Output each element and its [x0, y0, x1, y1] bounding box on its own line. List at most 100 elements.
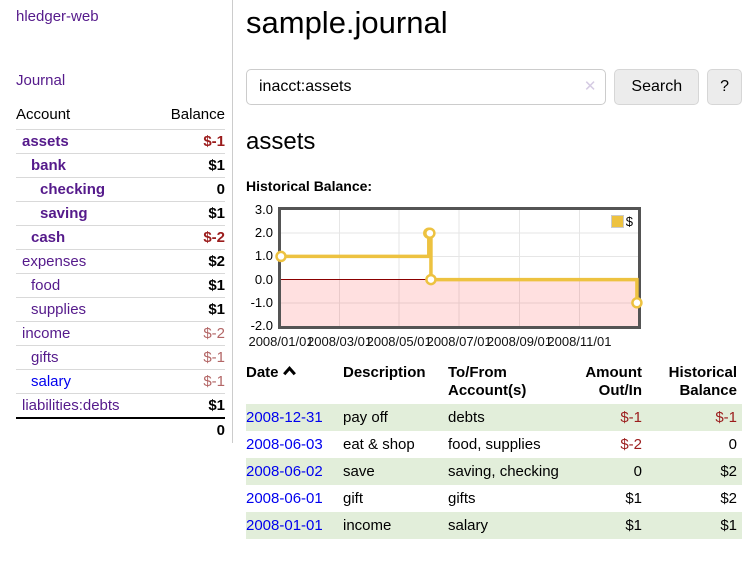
y-axis-tick-label: 2.0 — [254, 225, 273, 241]
account-balance: $-2 — [153, 225, 225, 250]
transaction-accounts: gifts — [448, 490, 476, 507]
account-balance: $-1 — [153, 129, 225, 154]
account-balance: $1 — [153, 201, 225, 226]
account-link-gifts[interactable]: gifts — [31, 349, 59, 366]
account-row: cash $-2 — [16, 225, 225, 250]
transaction-description: save — [343, 463, 375, 480]
legend-label: $ — [625, 214, 633, 229]
account-link-cash[interactable]: cash — [31, 229, 66, 246]
account-balance: $-1 — [153, 369, 225, 394]
sort-ascending-icon — [282, 366, 296, 376]
page-title: sample.journal — [246, 5, 448, 40]
account-row: checking 0 — [16, 177, 225, 202]
accounts-total-row: 0 — [16, 417, 225, 442]
x-axis-tick-label: 2008/01/01 — [248, 334, 314, 349]
account-balance: 0 — [153, 177, 225, 202]
chart-series-svg — [275, 210, 643, 326]
register-header-accounts[interactable]: To/From Account(s) — [448, 364, 527, 399]
register-row: 2008-06-02 save saving, checking 0 $2 — [246, 458, 742, 485]
y-axis-tick-label: 1.0 — [254, 248, 273, 264]
account-row: expenses $2 — [16, 249, 225, 274]
accounts-total-balance: 0 — [153, 417, 225, 442]
sidebar-item-journal[interactable]: Journal — [16, 72, 66, 89]
y-axis-tick-label: -2.0 — [250, 318, 273, 333]
account-balance: $2 — [153, 249, 225, 274]
y-axis-tick-label: -1.0 — [250, 294, 273, 310]
main-content: sample.journal ✕ Search ? assets Histori… — [246, 0, 742, 539]
transaction-accounts: debts — [448, 409, 485, 426]
account-row: food $1 — [16, 273, 225, 298]
transaction-balance: $1 — [720, 517, 737, 534]
transaction-balance: $-1 — [715, 409, 737, 426]
transaction-date-link[interactable]: 2008-01-01 — [246, 517, 323, 534]
transaction-accounts: saving, checking — [448, 463, 559, 480]
transaction-amount: $-2 — [620, 436, 642, 453]
account-balance: $1 — [153, 393, 225, 418]
accounts-column-header: Account — [16, 106, 71, 123]
transaction-description: eat & shop — [343, 436, 415, 453]
x-axis-tick-label: 2008/03/01 — [307, 334, 373, 349]
account-balance: $1 — [153, 273, 225, 298]
x-axis-tick-label: 2008/09/01 — [486, 334, 553, 349]
account-link-supplies[interactable]: supplies — [31, 301, 87, 318]
account-link-food[interactable]: food — [31, 277, 61, 294]
transaction-accounts: salary — [448, 517, 489, 534]
transaction-balance: 0 — [728, 436, 737, 453]
transaction-description: pay off — [343, 409, 388, 426]
account-row: salary $-1 — [16, 369, 225, 394]
x-axis-tick-label: 2008/11/01 — [547, 334, 612, 349]
account-link-expenses[interactable]: expenses — [22, 253, 87, 270]
account-row: assets $-1 — [16, 129, 225, 154]
transaction-accounts: food, supplies — [448, 436, 541, 453]
account-link-bank[interactable]: bank — [31, 157, 67, 174]
legend-swatch-icon — [610, 215, 624, 228]
transaction-date-link[interactable]: 2008-06-03 — [246, 436, 323, 453]
transaction-description: gift — [343, 490, 364, 507]
chart-legend: $ — [610, 214, 633, 229]
transaction-date-link[interactable]: 2008-06-02 — [246, 463, 323, 480]
account-heading: assets — [246, 128, 316, 155]
account-balance: $1 — [153, 297, 225, 322]
transaction-amount: $-1 — [620, 409, 642, 426]
balance-column-header: Balance — [170, 106, 225, 123]
x-axis-tick-label: 2008/07/01 — [426, 334, 492, 349]
account-link-salary[interactable]: salary — [31, 373, 72, 390]
account-link-liabilities-debts[interactable]: liabilities:debts — [22, 397, 120, 414]
account-link-assets[interactable]: assets — [22, 133, 69, 150]
account-row: supplies $1 — [16, 297, 225, 322]
register-row: 2008-01-01 income salary $1 $1 — [246, 512, 742, 539]
register-header-amount[interactable]: Amount Out/In — [585, 364, 642, 399]
register-header-balance[interactable]: Historical Balance — [668, 364, 737, 399]
app-title-link[interactable]: hledger-web — [16, 8, 99, 25]
search-button[interactable]: Search — [614, 69, 700, 105]
transaction-amount: $1 — [625, 517, 642, 534]
transaction-date-link[interactable]: 2008-06-01 — [246, 490, 323, 507]
y-axis-tick-label: 3.0 — [254, 202, 273, 217]
account-link-checking[interactable]: checking — [40, 181, 106, 198]
search-box: ✕ — [246, 69, 607, 105]
transaction-description: income — [343, 517, 392, 534]
y-axis-tick-label: 0.0 — [254, 271, 273, 287]
transaction-amount: $1 — [625, 490, 642, 507]
account-link-saving[interactable]: saving — [40, 205, 88, 222]
chart-plot-area: $ — [275, 207, 643, 329]
chart-title: Historical Balance: — [246, 178, 373, 194]
search-input[interactable] — [246, 69, 607, 105]
historical-balance-chart: 3.0 2.0 1.0 0.0 -1.0 -2.0 $ 2008/01/01 2008/03… — [246, 202, 742, 355]
account-balance: $1 — [153, 153, 225, 178]
transaction-balance: $2 — [720, 490, 737, 507]
register-header-date[interactable]: Date — [246, 362, 343, 404]
account-row: saving $1 — [16, 201, 225, 226]
clear-search-icon[interactable]: ✕ — [583, 78, 597, 95]
accounts-table: Account Balance assets $-1 bank $1 checking 0… — [16, 104, 225, 442]
search-bar: ✕ Search ? — [246, 69, 742, 105]
sidebar: hledger-web Journal Account Balance asse… — [0, 0, 233, 443]
register-header-description[interactable]: Description — [343, 364, 426, 381]
transaction-date-link[interactable]: 2008-12-31 — [246, 409, 323, 426]
x-axis-tick-label: 2008/05/01 — [366, 334, 432, 349]
help-button[interactable]: ? — [707, 69, 742, 105]
transaction-balance: $2 — [720, 463, 737, 480]
register-row: 2008-06-03 eat & shop food, supplies $-2 0 — [246, 431, 742, 458]
account-row: gifts $-1 — [16, 345, 225, 370]
account-link-income[interactable]: income — [22, 325, 71, 342]
